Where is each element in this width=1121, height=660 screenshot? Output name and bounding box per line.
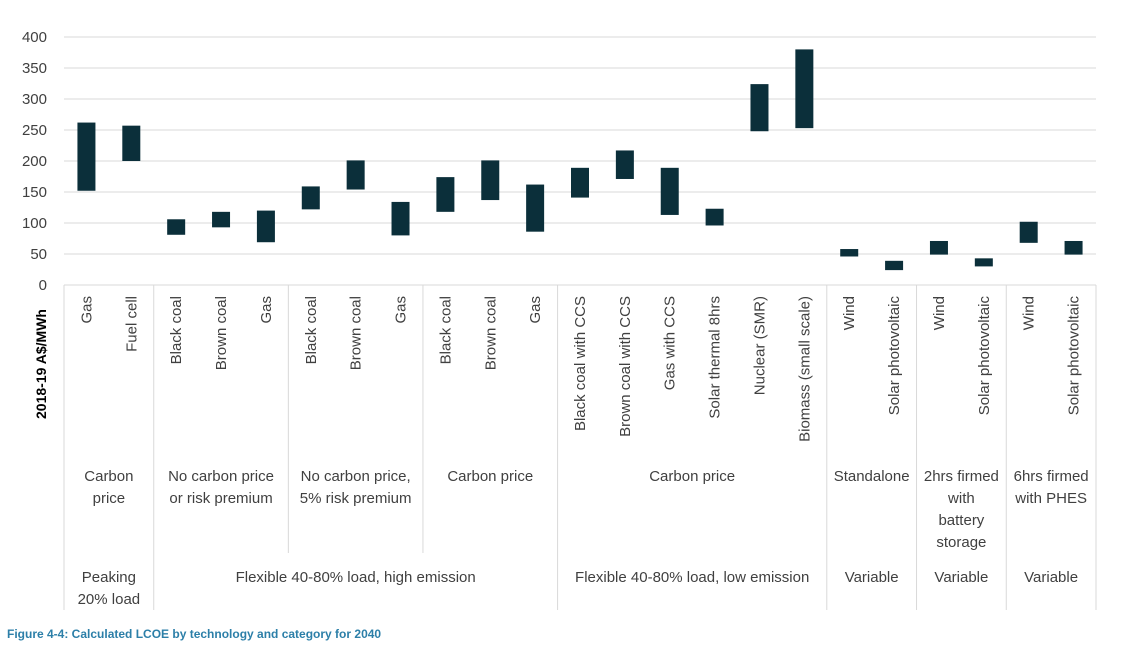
category-label-14: Gas with CCS — [662, 296, 679, 390]
bar-5 — [256, 210, 275, 243]
scenario-label-7-line-4: storage — [936, 534, 986, 551]
scenario-label-3-line-1: No carbon price, — [301, 468, 411, 485]
y-tick-label-350: 350 — [22, 60, 47, 77]
category-label-8: Gas — [393, 296, 410, 324]
category-group-label-5-line-1: Variable — [934, 569, 988, 586]
category-label-12: Black coal with CCS — [572, 296, 589, 431]
scenario-label-5-line-1: Carbon price — [649, 468, 735, 485]
category-label-10: Brown coal — [482, 296, 499, 370]
bar-13 — [615, 150, 634, 179]
bar-6 — [301, 186, 320, 210]
category-label-7: Brown coal — [348, 296, 365, 370]
bar-17 — [795, 49, 814, 129]
scenario-label-1-line-1: Carbon — [84, 468, 133, 485]
category-label-20: Wind — [931, 296, 948, 330]
bar-8 — [391, 201, 410, 236]
y-tick-label-100: 100 — [22, 215, 47, 232]
bar-11 — [526, 184, 545, 232]
y-tick-label-150: 150 — [22, 184, 47, 201]
category-group-label-4-line-1: Variable — [845, 569, 899, 586]
bar-23 — [1064, 240, 1083, 255]
y-axis-title: 2018-19 A$/MWh — [33, 309, 49, 419]
category-label-4: Brown coal — [213, 296, 230, 370]
category-label-23: Solar photovoltaic — [1066, 296, 1083, 416]
scenario-label-7-line-1: 2hrs firmed — [924, 468, 999, 485]
bar-20 — [929, 240, 948, 255]
bar-19 — [885, 260, 904, 271]
category-group-label-6-line-1: Variable — [1024, 569, 1078, 586]
bar-2 — [122, 125, 141, 161]
scenario-label-7-line-2: with — [947, 490, 975, 507]
y-tick-label-250: 250 — [22, 122, 47, 139]
category-label-18: Wind — [841, 296, 858, 330]
y-tick-label-400: 400 — [22, 29, 47, 46]
category-group-label-1-line-2: 20% load — [78, 591, 141, 608]
y-tick-label-200: 200 — [22, 153, 47, 170]
scenario-label-1-line-2: price — [93, 490, 126, 507]
bar-16 — [750, 84, 769, 132]
category-label-17: Biomass (small scale) — [796, 296, 813, 442]
category-label-22: Wind — [1021, 296, 1038, 330]
bar-22 — [1019, 221, 1038, 243]
y-tick-label-50: 50 — [30, 246, 47, 263]
scenario-label-3-line-2: 5% risk premium — [300, 490, 412, 507]
scenario-label-4-line-1: Carbon price — [447, 468, 533, 485]
bar-21 — [974, 258, 993, 267]
category-label-15: Solar thermal 8hrs — [707, 296, 724, 419]
category-group-label-1-line-1: Peaking — [82, 569, 136, 586]
scenario-label-8-line-2: with PHES — [1014, 490, 1087, 507]
scenario-label-7-line-3: battery — [938, 512, 984, 529]
bar-14 — [660, 167, 679, 215]
bar-3 — [167, 219, 186, 235]
bar-4 — [212, 211, 231, 228]
category-group-label-2-line-1: Flexible 40-80% load, high emission — [236, 569, 476, 586]
category-label-19: Solar photovoltaic — [886, 296, 903, 416]
bar-18 — [840, 249, 859, 257]
category-label-2: Fuel cell — [123, 296, 140, 352]
category-label-3: Black coal — [168, 296, 185, 364]
bar-9 — [436, 177, 455, 212]
bar-1 — [77, 122, 96, 191]
bar-12 — [571, 167, 589, 198]
category-label-11: Gas — [527, 296, 544, 324]
scenario-label-6-line-1: Standalone — [834, 468, 910, 485]
y-tick-label-300: 300 — [22, 91, 47, 108]
category-label-16: Nuclear (SMR) — [751, 296, 768, 395]
y-tick-label-0: 0 — [39, 277, 47, 294]
category-group-label-3-line-1: Flexible 40-80% load, low emission — [575, 569, 809, 586]
category-label-21: Solar photovoltaic — [976, 296, 993, 416]
bar-15 — [705, 208, 724, 226]
scenario-label-2-line-2: or risk premium — [169, 490, 272, 507]
scenario-label-2-line-1: No carbon price — [168, 468, 274, 485]
lcoe-chart: 0 50 100 150 200 250 300 350 400 2018-19 A$/MWh Ga… — [22, 29, 1097, 610]
category-label-9: Black coal — [437, 296, 454, 364]
bar-7 — [346, 160, 365, 190]
scenario-label-8-line-1: 6hrs firmed — [1014, 468, 1089, 485]
category-label-6: Black coal — [303, 296, 320, 364]
category-label-5: Gas — [258, 296, 275, 324]
category-label-13: Brown coal with CCS — [617, 296, 634, 437]
category-label-1: Gas — [78, 296, 95, 324]
figure-caption: Figure 4-4: Calculated LCOE by technolog… — [7, 627, 382, 641]
bar-10 — [481, 160, 500, 201]
